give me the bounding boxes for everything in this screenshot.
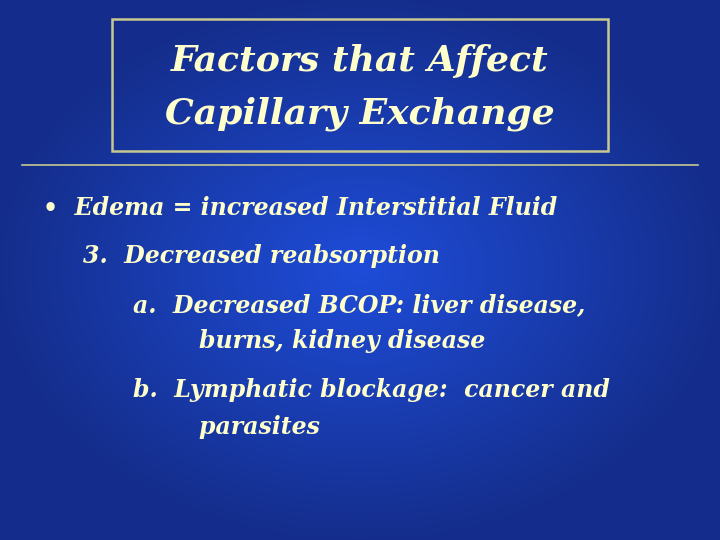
Text: •  Edema = increased Interstitial Fluid: • Edema = increased Interstitial Fluid	[43, 196, 557, 220]
Text: a.  Decreased BCOP: liver disease,: a. Decreased BCOP: liver disease,	[133, 293, 585, 317]
Text: b.  Lymphatic blockage:  cancer and: b. Lymphatic blockage: cancer and	[133, 378, 610, 402]
Text: parasites: parasites	[133, 415, 320, 438]
Text: Factors that Affect: Factors that Affect	[171, 44, 549, 78]
Text: burns, kidney disease: burns, kidney disease	[133, 329, 485, 353]
Text: Capillary Exchange: Capillary Exchange	[165, 97, 555, 131]
Text: 3.  Decreased reabsorption: 3. Decreased reabsorption	[83, 245, 440, 268]
Bar	[112, 19, 608, 151]
